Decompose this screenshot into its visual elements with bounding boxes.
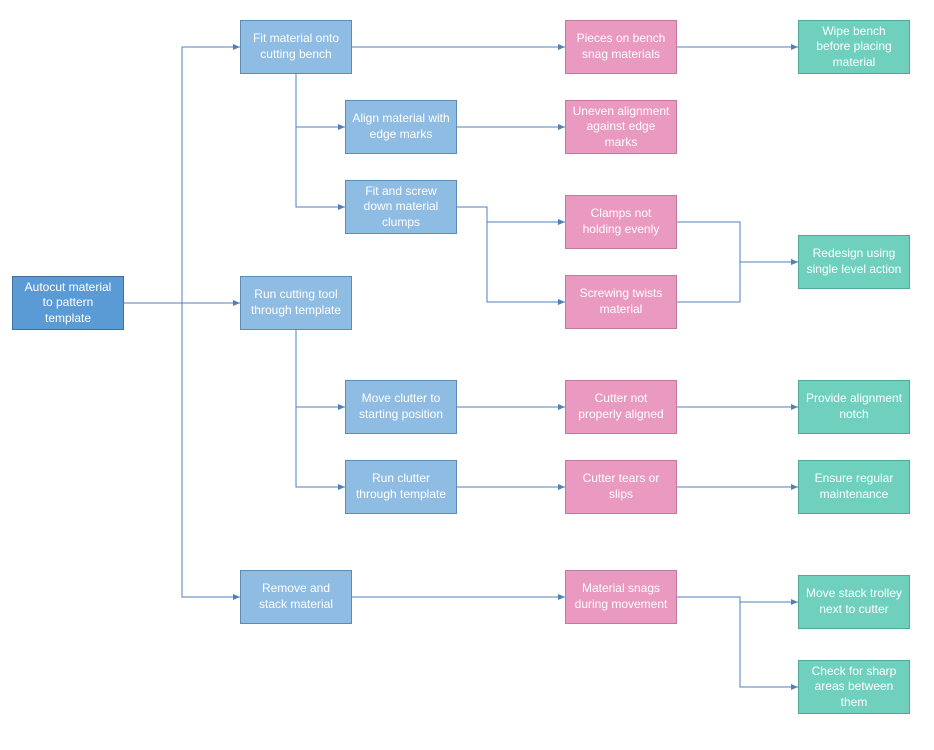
node-t_wipe: Wipe bench before placing material: [798, 20, 910, 74]
node-p_twist: Screwing twists material: [565, 275, 677, 329]
node-p_uneven: Uneven alignment against edge marks: [565, 100, 677, 154]
node-t_maint: Ensure regular maintenance: [798, 460, 910, 514]
node-root: Autocut material to pattern template: [12, 276, 124, 330]
node-move: Move clutter to starting position: [345, 380, 457, 434]
edge-layer: [0, 0, 934, 750]
node-p_clamp: Clamps not holding evenly: [565, 195, 677, 249]
node-run: Run cutting tool through template: [240, 276, 352, 330]
node-align: Align material with edge marks: [345, 100, 457, 154]
node-fit: Fit material onto cutting bench: [240, 20, 352, 74]
node-p_snag: Pieces on bench snag materials: [565, 20, 677, 74]
node-p_align: Cutter not properly aligned: [565, 380, 677, 434]
node-t_notch: Provide alignment notch: [798, 380, 910, 434]
node-p_tear: Cutter tears or slips: [565, 460, 677, 514]
node-t_sharp: Check for sharp areas between them: [798, 660, 910, 714]
node-p_msnag: Material snags during movement: [565, 570, 677, 624]
node-t_redes: Redesign using single level action: [798, 235, 910, 289]
node-remove: Remove and stack material: [240, 570, 352, 624]
node-runcl: Run clutter through template: [345, 460, 457, 514]
node-screw: Fit and screw down material clumps: [345, 180, 457, 234]
node-t_troll: Move stack trolley next to cutter: [798, 575, 910, 629]
